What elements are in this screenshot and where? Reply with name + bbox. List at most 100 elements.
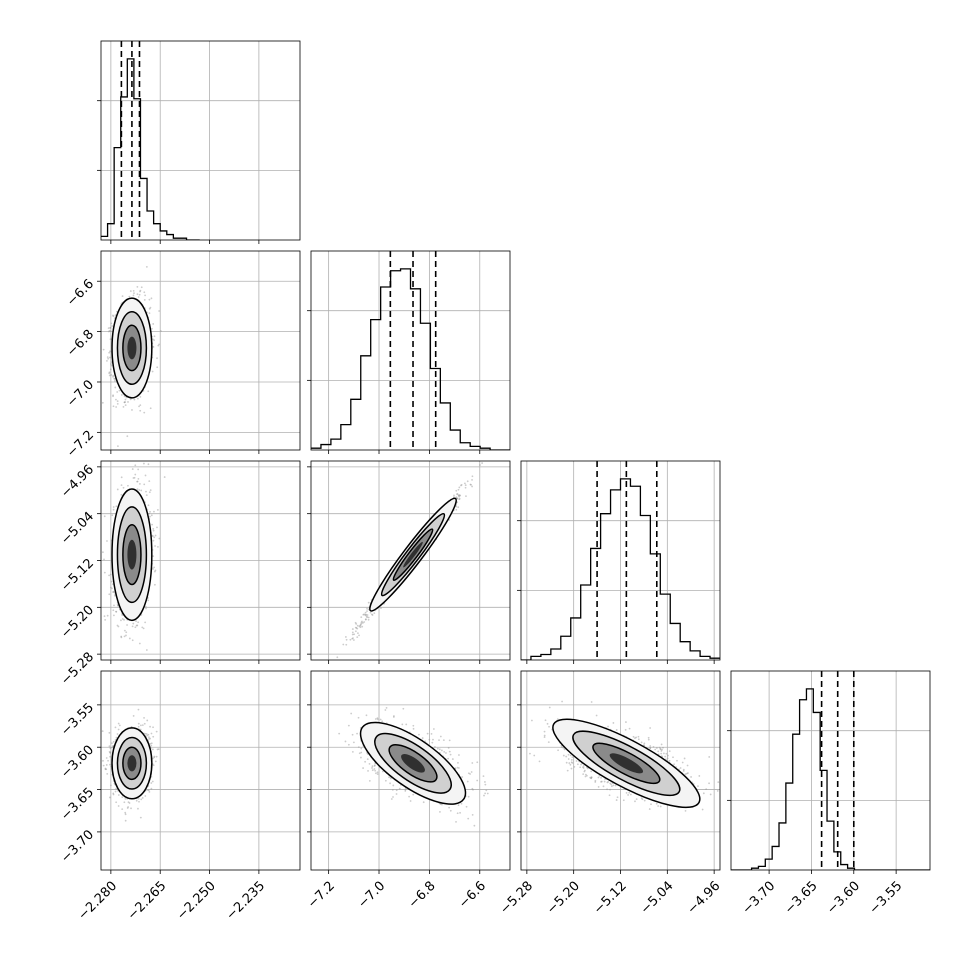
sample-point (108, 593, 111, 596)
sample-point (358, 634, 360, 637)
sample-point (158, 537, 161, 540)
sample-point (117, 625, 120, 628)
sample-point (349, 638, 352, 641)
sample-point (109, 330, 112, 333)
sample-point (122, 486, 125, 489)
y-tick-label: −6.6 (64, 277, 97, 310)
sample-point (367, 618, 370, 621)
sample-point (101, 401, 104, 404)
sample-point (152, 529, 155, 532)
sample-point (145, 649, 148, 651)
sample-point (147, 599, 150, 602)
sample-point (380, 607, 382, 609)
sample-point (110, 374, 113, 376)
sample-point (103, 558, 105, 561)
sample-point (131, 639, 134, 642)
sample-point (108, 372, 111, 375)
sample-point (106, 356, 109, 359)
sample-point (107, 327, 110, 330)
sample-point (486, 456, 488, 458)
sample-point (157, 545, 159, 548)
sample-point (151, 338, 154, 341)
sample-point (366, 607, 368, 610)
sample-point (135, 624, 138, 627)
sample-point (125, 631, 128, 634)
sample-point (120, 635, 123, 638)
panel-frame (310, 250, 511, 451)
sample-point (139, 409, 142, 412)
sample-point (351, 631, 354, 634)
sample-point (109, 368, 112, 371)
sample-point (133, 398, 136, 401)
sample-point (123, 635, 126, 638)
sample-point (471, 485, 473, 488)
sample-point (113, 614, 115, 617)
sample-point (457, 494, 460, 497)
sample-point (152, 527, 155, 530)
sample-point (154, 534, 157, 537)
sample-point (109, 363, 112, 365)
sample-point (109, 573, 112, 576)
sample-point (354, 626, 357, 629)
sample-point (118, 389, 121, 392)
sample-point (463, 482, 466, 485)
sample-point (112, 405, 115, 408)
histogram-step (311, 268, 510, 450)
sample-point (138, 483, 141, 485)
sample-point (361, 622, 364, 624)
sample-point (114, 379, 116, 382)
y-tick-label: −5.04 (58, 509, 97, 548)
sample-point (112, 508, 115, 511)
sample-point (111, 325, 114, 327)
sample-point (358, 625, 361, 628)
sample-point (148, 307, 151, 310)
sample-point (107, 357, 110, 360)
sample-point (120, 394, 123, 396)
sample-point (458, 486, 461, 489)
sample-point (126, 435, 129, 438)
sample-point (132, 477, 135, 479)
sample-point (136, 488, 139, 491)
sample-point (131, 625, 134, 628)
sample-point (135, 620, 137, 623)
sample-point (147, 504, 150, 507)
sample-point (457, 488, 460, 491)
sample-point (130, 807, 132, 810)
sample-point (364, 611, 367, 614)
sample-point (148, 480, 151, 483)
sample-point (121, 618, 124, 620)
sample-point (367, 608, 370, 611)
sample-point (357, 632, 359, 635)
sample-point (138, 489, 141, 491)
sample-point (127, 401, 129, 403)
sample-point (128, 295, 131, 298)
sample-point (455, 489, 458, 492)
sample-point (151, 370, 154, 373)
sample-point (365, 614, 368, 616)
sample-point (144, 474, 147, 477)
sample-point (464, 484, 467, 487)
sample-point (138, 642, 141, 645)
sample-point (151, 523, 154, 526)
sample-point (144, 605, 147, 608)
sample-point (138, 405, 140, 408)
sample-point (123, 401, 126, 404)
y-tick-label: −6.8 (64, 327, 97, 360)
sample-point (112, 375, 114, 378)
sample-point (479, 464, 481, 466)
sample-point (107, 759, 109, 762)
sample-point (115, 801, 118, 804)
sample-point (109, 350, 111, 353)
sample-point (102, 764, 105, 767)
sample-point (143, 299, 146, 301)
sample-point (123, 618, 125, 621)
sample-point (122, 405, 125, 408)
sample-point (117, 728, 120, 731)
sample-point (124, 398, 127, 401)
sample-point (342, 643, 345, 646)
sample-point (364, 618, 367, 621)
sample-point (115, 505, 118, 508)
sample-point (102, 551, 104, 554)
sample-point (114, 726, 117, 729)
sample-point (352, 637, 354, 640)
